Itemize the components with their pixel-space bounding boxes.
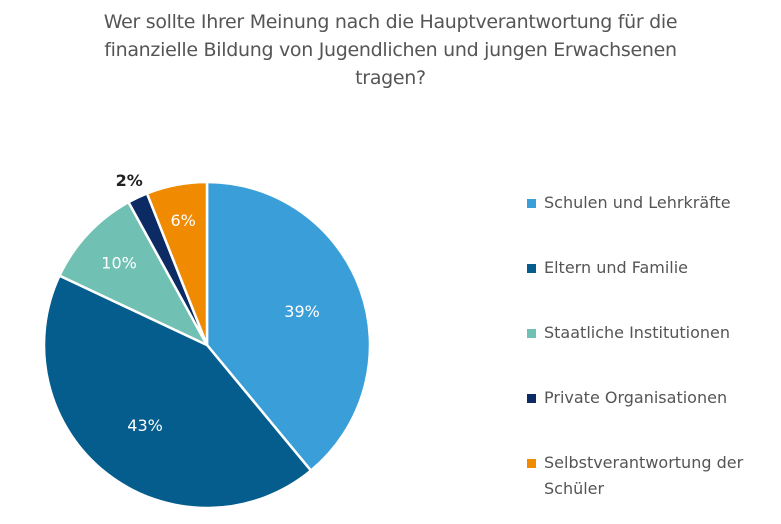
data-label-selbstverantwortung-der-schüler: 6% <box>170 211 195 230</box>
legend-swatch <box>527 264 536 273</box>
data-label-private-organisationen: 2% <box>116 171 143 190</box>
legend-label: Schulen und Lehrkräfte <box>544 193 731 212</box>
pie-slice-schulen-und-lehrkräfte <box>205 180 372 472</box>
legend-label: Selbstverantwortung der <box>544 453 744 472</box>
legend-swatch <box>527 394 536 403</box>
chart-title: Wer sollte Ihrer Meinung nach die Hauptv… <box>0 8 781 92</box>
data-label-schulen-und-lehrkräfte: 39% <box>284 302 320 321</box>
data-label-staatliche-institutionen: 10% <box>101 253 137 272</box>
legend-label: Private Organisationen <box>544 388 728 407</box>
data-label-eltern-und-familie: 43% <box>127 416 163 435</box>
chart-title-line: Wer sollte Ihrer Meinung nach die Hauptv… <box>103 11 678 33</box>
legend-label: Eltern und Familie <box>544 258 689 277</box>
chart-title-line: finanzielle Bildung von Jugendlichen und… <box>104 39 677 61</box>
pie-slice-selbstverantwortung-der-schüler <box>145 180 209 347</box>
legend-label: Schüler <box>544 479 605 498</box>
legend-swatch <box>527 459 536 468</box>
pie-slice-eltern-und-familie <box>42 274 313 510</box>
pie-slice-staatliche-institutionen <box>58 200 209 347</box>
legend-label: Staatliche Institutionen <box>544 323 731 342</box>
chart-title-line: tragen? <box>355 67 426 89</box>
legend-swatch <box>527 199 536 208</box>
legend-swatch <box>527 329 536 338</box>
